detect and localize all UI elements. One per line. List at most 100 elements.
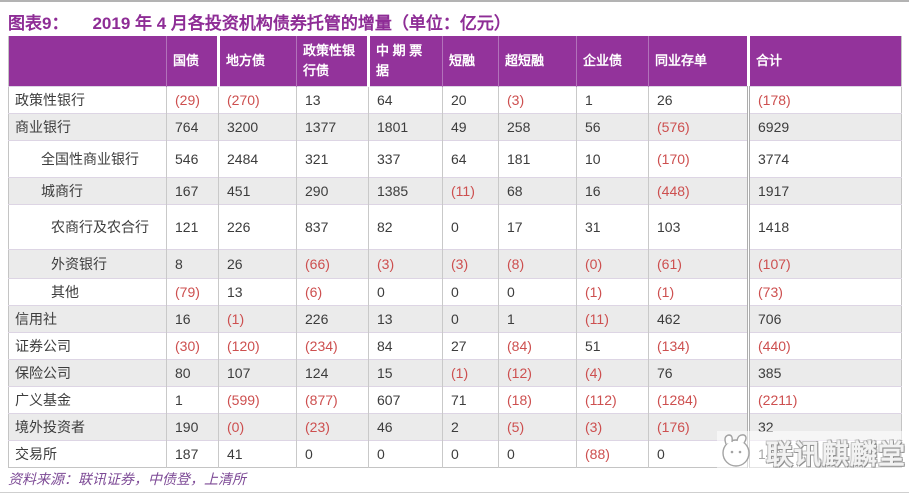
table-cell: (29): [166, 85, 219, 113]
table-cell: 26: [218, 248, 297, 278]
table-cell: 764: [166, 112, 219, 140]
table-row: 商业银行 764 3200 1377 1801 49 258 56 (576) 6929: [8, 112, 902, 140]
table-row: 证券公司 (30) (120) (234) 84 27 (84) 51 (134) (440): [8, 331, 902, 359]
column-header: 短融: [442, 36, 499, 86]
table-cell: 607: [368, 385, 443, 413]
table-cell: 837: [296, 203, 369, 249]
table-cell: 190: [166, 412, 219, 440]
table-cell: 258: [498, 112, 577, 140]
table-cell: 2: [442, 412, 499, 440]
table-cell: (88): [576, 439, 649, 467]
table-cell: (11): [442, 176, 499, 204]
table-row: 农商行及农合行 121 226 837 82 0 17 31 103 1418: [8, 203, 902, 249]
table-cell: 121: [166, 203, 219, 249]
table-cell: 46: [368, 412, 443, 440]
table-cell: 187: [166, 439, 219, 467]
table-row: 其他 (79) 13 (6) 0 0 0 (1) (1) (73): [8, 277, 902, 305]
table-cell: (270): [218, 85, 297, 113]
table-row: 信用社 16 (1) 226 13 0 1 (11) 462 706: [8, 304, 902, 332]
table-cell: 103: [648, 203, 749, 249]
table-cell: (23): [296, 412, 369, 440]
table-cell: 1917: [747, 176, 902, 204]
table-cell: (170): [648, 139, 749, 177]
table-cell: 8: [166, 248, 219, 278]
table-cell: 27: [442, 331, 499, 359]
table-cell: (1): [648, 277, 749, 305]
table-cell: (1): [576, 277, 649, 305]
table-cell: 1377: [296, 112, 369, 140]
table-cell: (61): [648, 248, 749, 278]
table-cell: (79): [166, 277, 219, 305]
table-cell: 80: [166, 358, 219, 386]
table-cell: (448): [648, 176, 749, 204]
row-label: 城商行: [8, 176, 167, 204]
table-cell: (440): [747, 331, 902, 359]
table-cell: (4): [576, 358, 649, 386]
table-cell: 64: [368, 85, 443, 113]
table-row: 广义基金 1 (599) (877) 607 71 (18) (112) (1284) (2211…: [8, 385, 902, 413]
table-cell: (1): [218, 304, 297, 332]
watermark-text: 联讯麒麟堂: [766, 440, 906, 470]
table-cell: (234): [296, 331, 369, 359]
table-cell: 84: [368, 331, 443, 359]
table-cell: 0: [296, 439, 369, 467]
table-cell: (107): [747, 248, 902, 278]
table-row: 全国性商业银行 546 2484 321 337 64 181 10 (170) 3774: [8, 139, 902, 177]
source-note: 资料来源：联讯证券，中债登，上清所: [8, 473, 246, 488]
table-cell: (599): [218, 385, 297, 413]
table-cell: (5): [498, 412, 577, 440]
table-cell: 451: [218, 176, 297, 204]
table-cell: (12): [498, 358, 577, 386]
table-cell: (877): [296, 385, 369, 413]
table-cell: 385: [747, 358, 902, 386]
table-cell: 3774: [747, 139, 902, 177]
column-header: 企业债: [576, 36, 649, 86]
table-cell: 49: [442, 112, 499, 140]
table-cell: 0: [442, 304, 499, 332]
table-cell: (3): [498, 85, 577, 113]
table-cell: 167: [166, 176, 219, 204]
table-cell: 3200: [218, 112, 297, 140]
table-cell: 1: [166, 385, 219, 413]
table-cell: 1801: [368, 112, 443, 140]
table-cell: (120): [218, 331, 297, 359]
table-cell: (18): [498, 385, 577, 413]
column-header: 政策性银行债: [296, 36, 369, 86]
figure-title: 图表9： 2019 年 4 月各投资机构债券托管的增量（单位：亿元）: [8, 9, 511, 34]
table-cell: 290: [296, 176, 369, 204]
table-cell: (73): [747, 277, 902, 305]
table-cell: 31: [576, 203, 649, 249]
watermark: 联讯麒麟堂: [717, 431, 908, 474]
table-cell: 13: [218, 277, 297, 305]
figure-number: 图表9：: [8, 14, 69, 33]
table-cell: (0): [218, 412, 297, 440]
table-row: 境外投资者 190 (0) (23) 46 2 (5) (3) (176) 32: [8, 412, 902, 440]
table-cell: 56: [576, 112, 649, 140]
table-cell: 6929: [747, 112, 902, 140]
column-header: 中 期 票 据: [367, 36, 443, 86]
table-cell: 20: [442, 85, 499, 113]
table-cell: 321: [296, 139, 369, 177]
table-cell: 107: [218, 358, 297, 386]
header-row: 国债 地方债 政策性银行债中 期 票 据短融 超短融 企业债 同业存单 合计: [8, 36, 902, 86]
table-cell: (112): [576, 385, 649, 413]
table-cell: 1: [576, 85, 649, 113]
table-cell: (3): [576, 412, 649, 440]
figure-title-text: 2019 年 4 月各投资机构债券托管的增量（单位：亿元）: [92, 14, 511, 33]
table-cell: 71: [442, 385, 499, 413]
table-cell: 1385: [368, 176, 443, 204]
column-header: 合计: [747, 36, 902, 86]
table-cell: 0: [368, 277, 443, 305]
table-cell: 51: [576, 331, 649, 359]
row-label: 境外投资者: [8, 412, 167, 440]
table-row: 保险公司 80 107 124 15 (1) (12) (4) 76 385: [8, 358, 902, 386]
table-cell: (8): [498, 248, 577, 278]
bond-custody-table: 国债 地方债 政策性银行债中 期 票 据短融 超短融 企业债 同业存单 合计 政策性银行 (2…: [8, 36, 902, 468]
row-label: 广义基金: [8, 385, 167, 413]
row-label: 外资银行: [8, 248, 167, 278]
row-label: 其他: [8, 277, 167, 305]
row-label: 农商行及农合行: [8, 203, 167, 249]
table-cell: 13: [296, 85, 369, 113]
table-cell: 41: [218, 439, 297, 467]
